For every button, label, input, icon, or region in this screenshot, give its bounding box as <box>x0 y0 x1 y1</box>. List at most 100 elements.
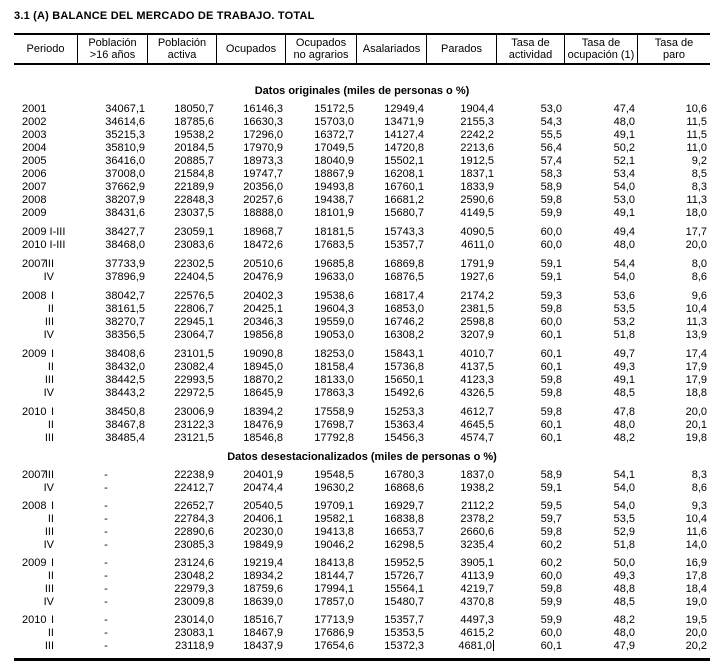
value-cell: 18394,2 <box>243 406 283 418</box>
value-cell: 56,4 <box>540 142 562 154</box>
value-cell: 17970,9 <box>243 142 283 154</box>
value-cell: 8,3 <box>691 469 707 481</box>
table-row: 2007 III 37733,9 22302,5 20510,6 19685,8 16869… <box>14 258 710 271</box>
period-year: 2007 <box>22 258 47 270</box>
value-cell: 57,4 <box>540 155 562 167</box>
period-year: 2010 <box>22 614 47 626</box>
value-cell: 18158,4 <box>314 361 354 373</box>
value-cell: 17296,0 <box>243 129 283 141</box>
value-cell: 15253,3 <box>384 406 424 418</box>
value-cell: 20885,7 <box>174 155 214 167</box>
value-cell: 16,9 <box>685 557 707 569</box>
value-cell: 4497,3 <box>460 614 494 626</box>
value-cell: 1833,9 <box>460 181 494 193</box>
value-cell: 20257,6 <box>243 194 283 206</box>
value-cell: 15357,7 <box>384 239 424 251</box>
value-cell: 49,7 <box>613 348 635 360</box>
value-cell: 16876,5 <box>384 271 424 283</box>
value-cell: 38042,7 <box>105 290 145 302</box>
value-cell: 9,6 <box>691 290 707 302</box>
period-year: 2009 <box>22 207 47 219</box>
value-cell: 23048,2 <box>174 570 214 582</box>
value-cell: 16868,6 <box>384 482 424 494</box>
value-cell: 19709,1 <box>314 500 354 512</box>
value-cell: 19548,5 <box>314 469 354 481</box>
value-cell: 49,4 <box>613 226 635 238</box>
value-cell: 48,0 <box>613 239 635 251</box>
period-cell: 2008 <box>14 194 78 207</box>
value-cell: 16817,4 <box>384 290 424 302</box>
value-cell: 10,6 <box>685 103 707 115</box>
value-cell: 60,0 <box>540 627 562 639</box>
period-quarter: II <box>47 303 54 315</box>
value-cell: 19219,4 <box>243 557 283 569</box>
value-cell: 15843,1 <box>384 348 424 360</box>
value-cell: 38450,8 <box>105 406 145 418</box>
value-cell: 55,5 <box>540 129 562 141</box>
value-cell: 17683,5 <box>314 239 354 251</box>
value-cell: 59,1 <box>540 271 562 283</box>
value-cell: 38207,9 <box>105 194 145 206</box>
value-cell: - <box>104 570 108 582</box>
period-cell: III <box>14 526 78 539</box>
column-header-asalariados: Asalariados <box>357 35 427 63</box>
value-cell: 48,5 <box>613 387 635 399</box>
value-cell[interactable]: 4681,0 <box>458 640 494 652</box>
period-year: 2008 <box>22 290 47 302</box>
value-cell: 19559,0 <box>314 316 354 328</box>
value-cell: - <box>104 539 108 551</box>
value-cell: 2381,5 <box>460 303 494 315</box>
period-cell: 2009 <box>14 207 78 220</box>
value-cell: - <box>104 526 108 538</box>
value-cell: 23082,4 <box>174 361 214 373</box>
row-group: 2009 I - 23124,6 19219,4 18413,8 15952,5 3905,1… <box>14 557 710 609</box>
period-year: 2008 <box>22 194 47 206</box>
period-cell: 2006 <box>14 168 78 181</box>
value-cell: 58,9 <box>540 469 562 481</box>
table-row: II - 22784,3 20406,1 19582,1 16838,8 2378,2 59,… <box>14 513 710 526</box>
value-cell: 23101,5 <box>174 348 214 360</box>
value-cell: 59,8 <box>540 583 562 595</box>
value-cell: 15952,5 <box>384 557 424 569</box>
value-cell: 17,9 <box>685 361 707 373</box>
value-cell: 58,3 <box>540 168 562 180</box>
value-cell: 11,5 <box>686 129 707 141</box>
value-cell: 17857,0 <box>314 596 354 608</box>
value-cell: 18639,0 <box>243 596 283 608</box>
period-quarter: I <box>50 290 54 302</box>
value-cell: 22404,5 <box>174 271 214 283</box>
value-cell: 54,0 <box>613 500 635 512</box>
period-cell: IV <box>14 329 78 342</box>
value-cell: 19053,0 <box>314 329 354 341</box>
table-row: 2007 III - 22238,9 20401,9 19548,5 16780,3 1837… <box>14 469 710 482</box>
value-cell: 23085,3 <box>174 539 214 551</box>
value-cell: 19604,3 <box>314 303 354 315</box>
table-row: II - 23083,1 18467,9 17686,9 15353,5 4615,2 60,… <box>14 627 710 640</box>
value-cell: - <box>104 500 108 512</box>
value-cell: 15492,6 <box>384 387 424 399</box>
value-cell: 17686,9 <box>314 627 354 639</box>
value-cell: 18476,9 <box>243 419 283 431</box>
value-cell: 60,2 <box>540 539 562 551</box>
value-cell: 15363,4 <box>384 419 424 431</box>
row-group: 2009 I-III 38427,7 23059,1 18968,7 18181,5 15… <box>14 226 710 252</box>
value-cell: 60,0 <box>540 316 562 328</box>
value-cell: 18437,9 <box>243 640 283 652</box>
value-cell: 4137,5 <box>460 361 494 373</box>
value-cell: 2112,2 <box>461 500 494 512</box>
period-cell: II <box>14 361 78 374</box>
value-cell: 19493,8 <box>314 181 354 193</box>
row-group: 2008 I - 22652,7 20540,5 19709,1 16929,7 2112,2… <box>14 500 710 552</box>
value-cell: 17863,3 <box>314 387 354 399</box>
value-cell: - <box>104 640 108 652</box>
value-cell: 59,8 <box>540 374 562 386</box>
value-cell: 54,0 <box>613 181 635 193</box>
row-group: 2001 34067,1 18050,7 16146,3 15172,5 12949,4 1… <box>14 103 710 220</box>
value-cell: 34614,6 <box>105 116 145 128</box>
value-cell: 47,8 <box>613 406 635 418</box>
period-year: 2001 <box>22 103 47 115</box>
value-cell: 59,1 <box>540 258 562 270</box>
value-cell: 54,0 <box>613 482 635 494</box>
table-row: 2007 37662,9 22189,9 20356,0 19493,8 16760,1 1… <box>14 181 710 194</box>
value-cell: 22189,9 <box>174 181 214 193</box>
